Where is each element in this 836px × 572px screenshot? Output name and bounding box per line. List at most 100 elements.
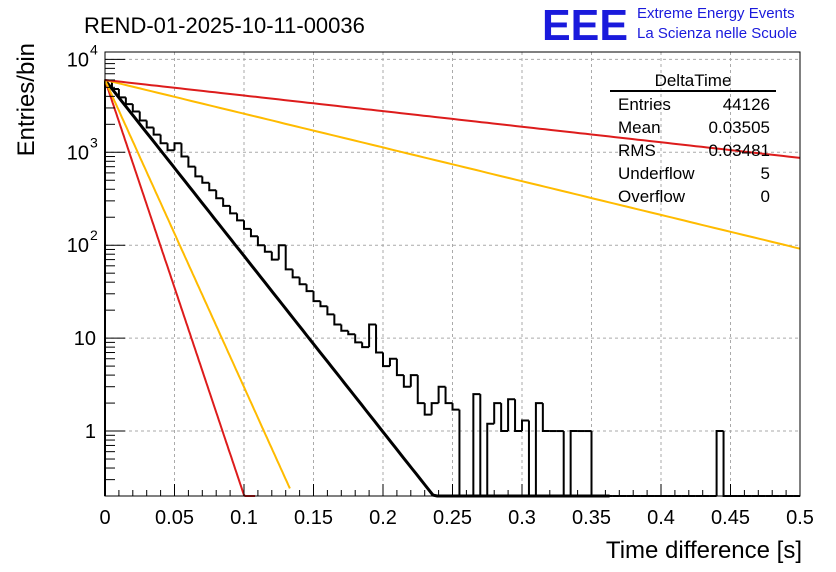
histogram-bin [500,403,509,433]
histogram-bin [319,301,328,308]
x-tick-label: 0.3 [508,507,536,529]
x-tick-label: 0.4 [647,507,675,529]
histogram-bin [395,358,404,377]
histogram-bin [145,120,154,129]
histogram-bin [256,236,265,247]
stats-title: DeltaTime [655,71,732,90]
histogram-bin [444,386,453,405]
histogram-bin [208,182,217,192]
histogram-bin [263,245,272,253]
histogram-bin [312,291,321,303]
y-tick-label: 10 [67,49,89,71]
histogram-bin [715,430,724,496]
histogram-bin [124,97,133,106]
stats-value-underflow: 5 [761,164,770,183]
stats-label-underflow: Underflow [618,164,695,183]
histogram-bin [590,431,599,497]
histogram-bin [201,176,210,184]
histogram-bin [159,134,168,145]
histogram-bin [104,79,112,496]
histogram-bin [180,143,189,158]
stats-label-mean: Mean [618,118,661,137]
brand-line-1: Extreme Energy Events [637,5,795,22]
histogram-bin [472,393,481,496]
histogram-bin [284,245,293,271]
histogram-bin [138,111,147,122]
x-tick-label: 0.35 [572,507,611,529]
histogram-bin [437,385,446,404]
stats-box: DeltaTime Entries 44126 Mean 0.03505 RMS… [610,71,776,206]
histogram-bin [430,402,439,415]
histogram-bin [423,403,432,416]
histogram-bin [375,324,383,354]
stats-label-entries: Entries [618,95,671,114]
x-tick-label: 0.5 [786,507,814,529]
histogram-bin [131,104,140,113]
histogram-bin [236,213,244,222]
histogram-bin [562,431,571,497]
histogram-bin [249,228,258,238]
y-tick-exponent: 3 [90,134,98,150]
histogram-bin [354,334,363,344]
histogram-bin [521,419,529,432]
histogram-bin [416,375,425,405]
y-tick-label: 10 [67,235,89,257]
histogram-bin [291,269,300,279]
brand-line-2: La Scienza nelle Scuole [637,25,797,42]
histogram-bin [340,324,349,332]
histogram-bin [152,127,161,136]
histogram-bin [458,409,467,497]
histogram-bin [361,342,370,349]
x-axis-title: Time difference [s] [606,537,802,564]
x-tick-label: 0 [99,507,110,529]
chart-title: REND-01-2025-10-11-00036 [84,13,365,38]
x-tick-label: 0.45 [711,507,750,529]
histogram-bin [277,244,286,260]
histogram-bin [493,402,502,424]
histogram-bin [347,330,356,336]
x-tick-label: 0.1 [230,507,258,529]
histogram-bin [222,198,231,207]
fit-orange-flat [104,79,801,250]
y-axis-title: Entries/bin [13,43,40,156]
stats-value-mean: 0.03505 [709,118,770,137]
histogram-bin [305,284,314,293]
histogram-bin [326,306,335,316]
histogram-bin [194,166,203,178]
stats-label-overflow: Overflow [618,187,686,206]
histogram-bin [215,190,224,200]
histogram-bin [270,251,279,261]
histogram-bin [173,142,182,151]
y-tick-exponent: 4 [90,41,98,57]
eee-logo: EEE [542,1,628,50]
stats-value-rms: 0.03481 [709,141,770,160]
x-tick-label: 0.15 [294,507,333,529]
histogram-bin [479,394,488,497]
histogram-bin [451,403,460,411]
stats-value-entries: 44126 [723,95,770,114]
fit-red-flat [104,79,801,159]
axis-ticks [104,58,801,497]
histogram-bin [507,398,516,432]
fit-orange-steep [104,79,291,489]
histogram-bin [514,399,522,433]
x-tick-label: 0.05 [155,507,194,529]
histogram-bin [333,314,342,326]
x-tick-label: 0.25 [433,507,472,529]
histogram-bin [166,143,175,152]
fit-red-steep [104,79,256,497]
histogram-bin [382,352,390,368]
histogram-bin [409,374,418,387]
stats-label-rms: RMS [618,141,656,160]
histogram-bin [541,403,550,433]
histogram-bin [402,375,411,388]
histogram-bin [187,156,196,168]
histogram-bin [527,420,536,497]
y-tick-label: 10 [67,142,89,164]
histogram-bin [229,205,238,215]
histogram-bin [388,357,397,367]
y-tick-exponent: 2 [90,227,98,243]
y-tick-label: 10 [74,328,96,350]
